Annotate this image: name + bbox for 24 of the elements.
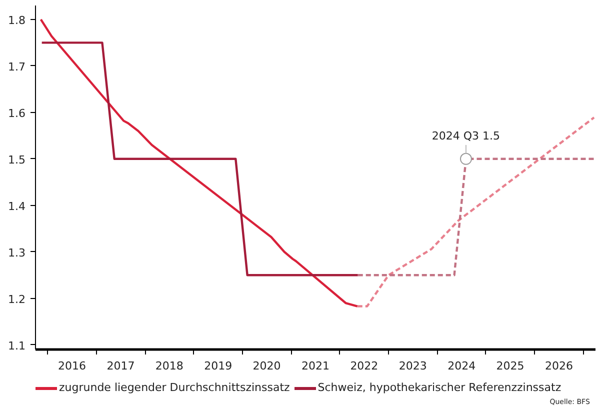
y-tick-label: 1.7 — [8, 60, 26, 74]
x-tick-label: 2022 — [350, 360, 378, 372]
x-tick-label: 2021 — [302, 360, 330, 372]
x-tick-label: 2019 — [204, 360, 232, 372]
x-tick-label: 2024 — [448, 360, 476, 372]
y-tick-label: 1.6 — [8, 106, 26, 120]
line-series — [40, 18, 358, 308]
line-series — [356, 116, 596, 308]
y-tick-label: 1.1 — [8, 339, 26, 352]
x-tick-label: 2025 — [496, 360, 524, 372]
x-tick-label: 2017 — [106, 360, 135, 372]
legend-label: Schweiz, hypothekarischer Referenzzinssatz — [318, 381, 562, 394]
y-tick-label: 1.2 — [8, 292, 26, 306]
x-tick-label: 2020 — [252, 360, 281, 372]
annotation: 2024 Q3 1.5 — [432, 130, 500, 143]
x-tick-label: 2016 — [58, 360, 86, 372]
y-tick-label: 1.3 — [8, 246, 26, 260]
x-tick-label: 2023 — [398, 360, 427, 372]
legend-label: zugrunde liegender Durchschnittszinssatz — [59, 381, 290, 394]
x-tick-label: 2026 — [544, 360, 573, 372]
y-tick-label: 1.4 — [8, 200, 26, 213]
x-tick-label: 2018 — [155, 360, 184, 372]
y-tick-label: 1.8 — [8, 14, 26, 27]
y-tick-label: 1.5 — [8, 153, 26, 166]
